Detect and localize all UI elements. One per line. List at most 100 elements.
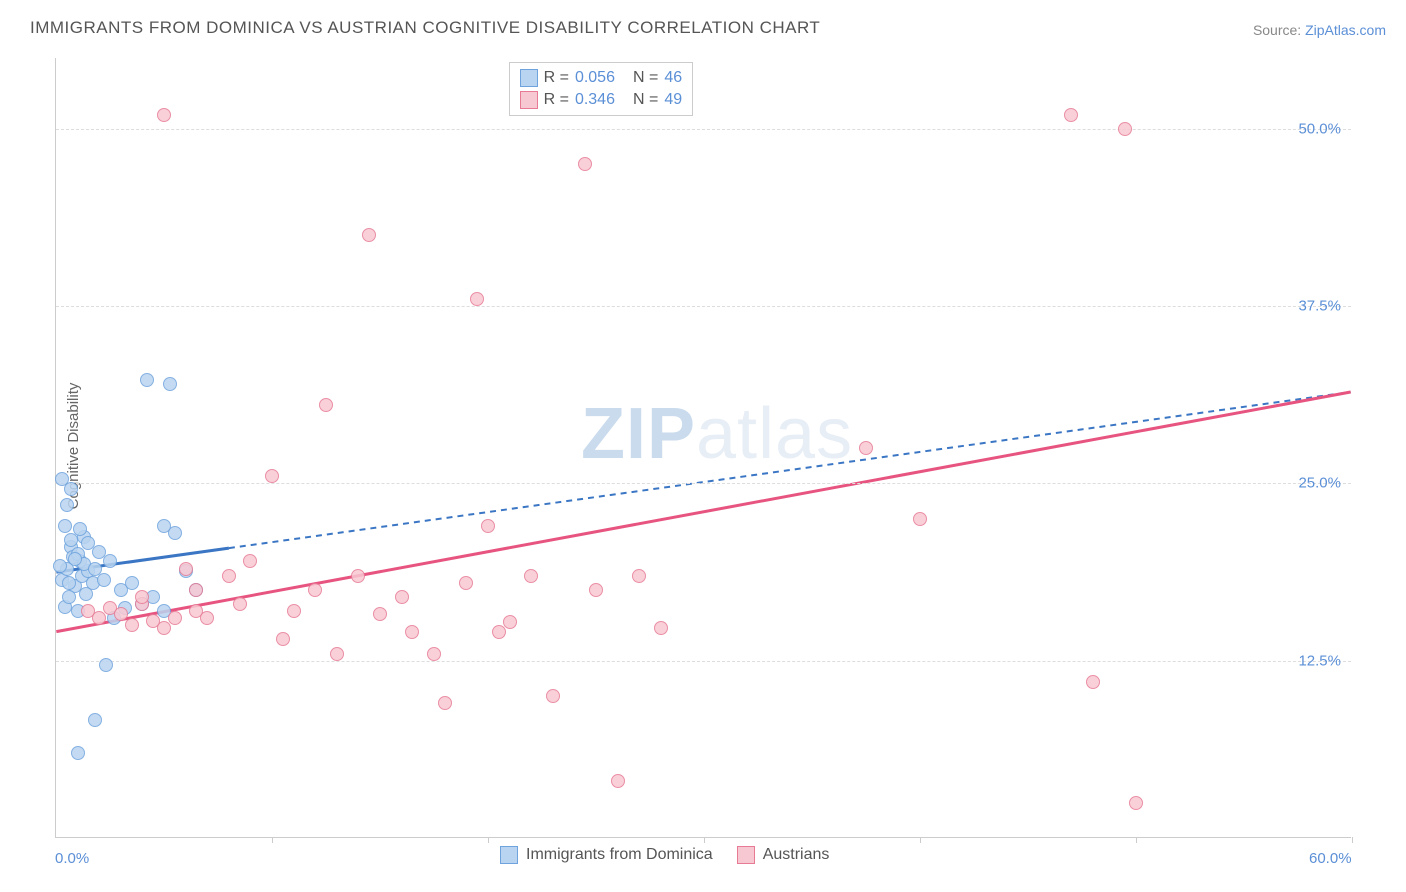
point-austrian <box>503 615 517 629</box>
point-austrian <box>427 647 441 661</box>
trend-line-dashed <box>229 392 1351 548</box>
legend-swatch <box>500 846 518 864</box>
trend-lines-layer <box>56 58 1351 837</box>
legend-item: Immigrants from Dominica <box>500 846 713 864</box>
y-tick-label: 37.5% <box>1298 298 1341 315</box>
point-austrian <box>243 554 257 568</box>
point-austrian <box>179 562 193 576</box>
point-austrian <box>308 583 322 597</box>
point-austrian <box>470 292 484 306</box>
stat-r-label: R = <box>544 91 569 109</box>
point-dominica <box>53 559 67 573</box>
legend-swatch <box>737 846 755 864</box>
stat-r-label: R = <box>544 69 569 87</box>
point-austrian <box>287 604 301 618</box>
point-austrian <box>524 569 538 583</box>
point-austrian <box>492 625 506 639</box>
legend-item: Austrians <box>737 846 830 864</box>
trend-line-solid <box>56 392 1350 632</box>
point-austrian <box>330 647 344 661</box>
point-austrian <box>913 512 927 526</box>
point-austrian <box>265 469 279 483</box>
point-austrian <box>157 108 171 122</box>
gridline <box>56 483 1351 484</box>
point-austrian <box>611 774 625 788</box>
point-austrian <box>1118 122 1132 136</box>
stat-r-value: 0.056 <box>575 69 615 87</box>
source-link[interactable]: ZipAtlas.com <box>1305 22 1386 38</box>
stat-r-value: 0.346 <box>575 91 615 109</box>
y-tick-label: 50.0% <box>1298 120 1341 137</box>
point-dominica <box>157 519 171 533</box>
stat-n-label: N = <box>633 69 658 87</box>
x-axis-min-label: 0.0% <box>55 850 89 867</box>
point-dominica <box>58 519 72 533</box>
watermark: ZIPatlas <box>581 393 853 475</box>
x-axis-max-label: 60.0% <box>1309 850 1352 867</box>
x-tick <box>488 837 489 843</box>
point-austrian <box>859 441 873 455</box>
point-austrian <box>233 597 247 611</box>
point-austrian <box>276 632 290 646</box>
x-tick <box>1352 837 1353 843</box>
point-dominica <box>97 573 111 587</box>
point-austrian <box>222 569 236 583</box>
legend-swatch <box>520 69 538 87</box>
stat-legend-row: R = 0.346 N = 49 <box>520 89 683 111</box>
gridline <box>56 306 1351 307</box>
point-austrian <box>200 611 214 625</box>
point-dominica <box>60 498 74 512</box>
source-attribution: Source: ZipAtlas.com <box>1253 22 1386 38</box>
point-austrian <box>395 590 409 604</box>
point-austrian <box>125 618 139 632</box>
series-legend: Immigrants from Dominica Austrians <box>500 846 829 864</box>
point-austrian <box>319 398 333 412</box>
scatter-plot-area: ZIPatlas 12.5%25.0%37.5%50.0% <box>55 58 1351 838</box>
stat-n-label: N = <box>633 91 658 109</box>
point-austrian <box>654 621 668 635</box>
point-austrian <box>1086 675 1100 689</box>
point-austrian <box>373 607 387 621</box>
point-austrian <box>589 583 603 597</box>
point-austrian <box>1064 108 1078 122</box>
point-dominica <box>140 373 154 387</box>
point-austrian <box>362 228 376 242</box>
stat-legend: R = 0.056N = 46R = 0.346N = 49 <box>509 62 694 116</box>
x-tick <box>272 837 273 843</box>
point-austrian <box>351 569 365 583</box>
point-dominica <box>68 552 82 566</box>
point-austrian <box>546 689 560 703</box>
watermark-atlas: atlas <box>696 394 853 474</box>
legend-swatch <box>520 91 538 109</box>
point-austrian <box>135 590 149 604</box>
point-dominica <box>71 746 85 760</box>
watermark-zip: ZIP <box>581 394 696 474</box>
y-tick-label: 25.0% <box>1298 475 1341 492</box>
point-austrian <box>189 583 203 597</box>
stat-n-value: 49 <box>664 91 682 109</box>
point-dominica <box>163 377 177 391</box>
point-dominica <box>62 590 76 604</box>
point-dominica <box>64 482 78 496</box>
point-austrian <box>481 519 495 533</box>
point-dominica <box>62 576 76 590</box>
legend-label: Austrians <box>763 846 830 864</box>
x-tick <box>1136 837 1137 843</box>
point-austrian <box>405 625 419 639</box>
point-austrian <box>114 607 128 621</box>
point-dominica <box>64 533 78 547</box>
point-dominica <box>99 658 113 672</box>
point-austrian <box>92 611 106 625</box>
point-austrian <box>168 611 182 625</box>
chart-title: IMMIGRANTS FROM DOMINICA VS AUSTRIAN COG… <box>30 18 820 38</box>
point-austrian <box>1129 796 1143 810</box>
point-austrian <box>459 576 473 590</box>
stat-legend-row: R = 0.056N = 46 <box>520 67 683 89</box>
point-austrian <box>438 696 452 710</box>
point-austrian <box>578 157 592 171</box>
point-dominica <box>81 536 95 550</box>
legend-label: Immigrants from Dominica <box>526 846 713 864</box>
x-tick <box>704 837 705 843</box>
x-tick <box>920 837 921 843</box>
point-austrian <box>632 569 646 583</box>
